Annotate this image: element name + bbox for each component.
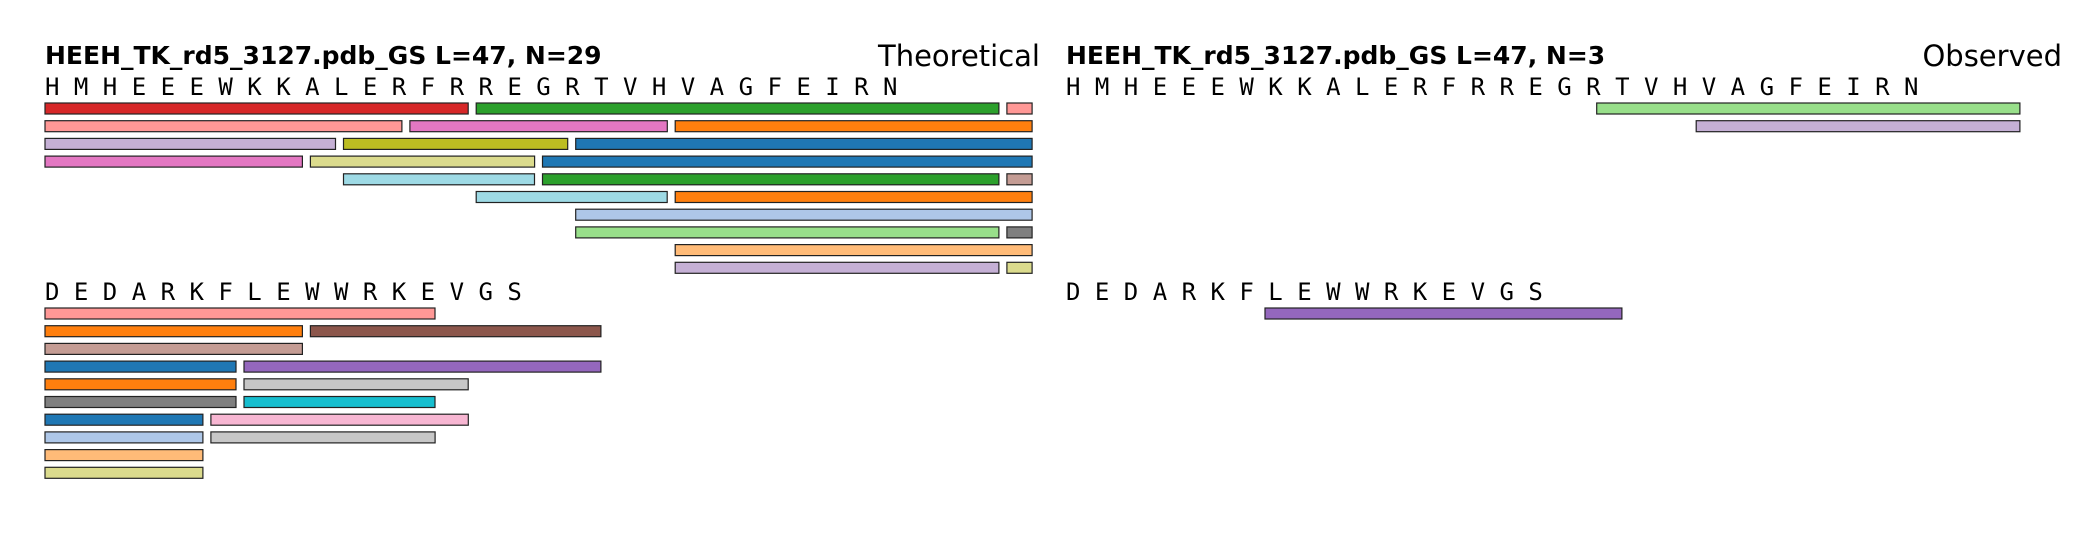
peptide-bar <box>1006 261 1033 274</box>
peptide-bar <box>44 102 469 115</box>
peptide-bar <box>44 342 303 355</box>
peptide-bar <box>44 155 303 168</box>
peptide-bar <box>44 395 237 409</box>
peptide-bar <box>475 190 668 204</box>
peptide-bar <box>1006 226 1033 239</box>
theoretical-sequence-row-2: D E D A R K F L E W W R K E V G S <box>45 278 522 306</box>
peptide-bar <box>243 395 436 409</box>
peptide-bar <box>243 378 469 391</box>
observed-sequence-row-2: D E D A R K F L E W W R K E V G S <box>1066 278 1543 306</box>
peptide-bar <box>44 120 403 133</box>
peptide-bar <box>44 378 237 391</box>
peptide-bar <box>1264 307 1623 320</box>
peptide-bar <box>575 208 1033 221</box>
theoretical-panel-title: HEEH_TK_rd5_3127.pdb_GS L=47, N=29 <box>45 41 602 70</box>
peptide-bar <box>44 449 204 462</box>
peptide-bar <box>44 325 303 338</box>
peptide-bar <box>575 226 1000 239</box>
theoretical-panel: HEEH_TK_rd5_3127.pdb_GS L=47, N=29 Theor… <box>44 39 1040 479</box>
peptide-bar <box>475 102 1000 115</box>
theoretical-peptide-bars <box>44 102 1033 479</box>
peptide-bar <box>1695 120 2021 133</box>
peptide-bar <box>674 261 1000 274</box>
peptide-bar <box>210 413 469 426</box>
peptide-bar <box>44 413 204 426</box>
peptide-bar <box>309 325 602 338</box>
peptide-bar <box>409 120 668 133</box>
peptide-bar <box>1596 102 2021 115</box>
observed-panel: HEEH_TK_rd5_3127.pdb_GS L=47, N=3 Observ… <box>1066 39 2062 320</box>
peptide-bar <box>44 466 204 479</box>
peptide-bar <box>44 360 237 373</box>
peptide-bar <box>342 137 569 150</box>
peptide-bar <box>674 120 1033 133</box>
peptide-bar <box>44 431 204 444</box>
peptide-bar <box>342 173 536 186</box>
peptide-bar <box>674 244 1033 257</box>
observed-peptide-bars <box>1264 102 2021 320</box>
observed-panel-label: Observed <box>1922 39 2062 73</box>
peptide-bar <box>1006 173 1033 186</box>
peptide-bar <box>575 137 1033 150</box>
peptide-bar <box>541 155 1033 168</box>
peptide-bar <box>44 307 436 320</box>
peptide-bar <box>1006 102 1033 115</box>
peptide-bar <box>243 360 602 373</box>
peptide-bar <box>44 137 337 150</box>
peptide-bar <box>309 155 536 168</box>
theoretical-panel-label: Theoretical <box>877 39 1040 73</box>
peptide-bar <box>674 190 1033 204</box>
peptide-bar <box>541 173 1000 186</box>
observed-sequence-row-1: H M H E E E W K K A L E R F R R E G R T … <box>1066 73 1919 101</box>
observed-panel-title: HEEH_TK_rd5_3127.pdb_GS L=47, N=3 <box>1066 41 1605 70</box>
peptide-bar <box>210 431 436 444</box>
theoretical-sequence-row-1: H M H E E E W K K A L E R F R R E G R T … <box>45 73 898 101</box>
